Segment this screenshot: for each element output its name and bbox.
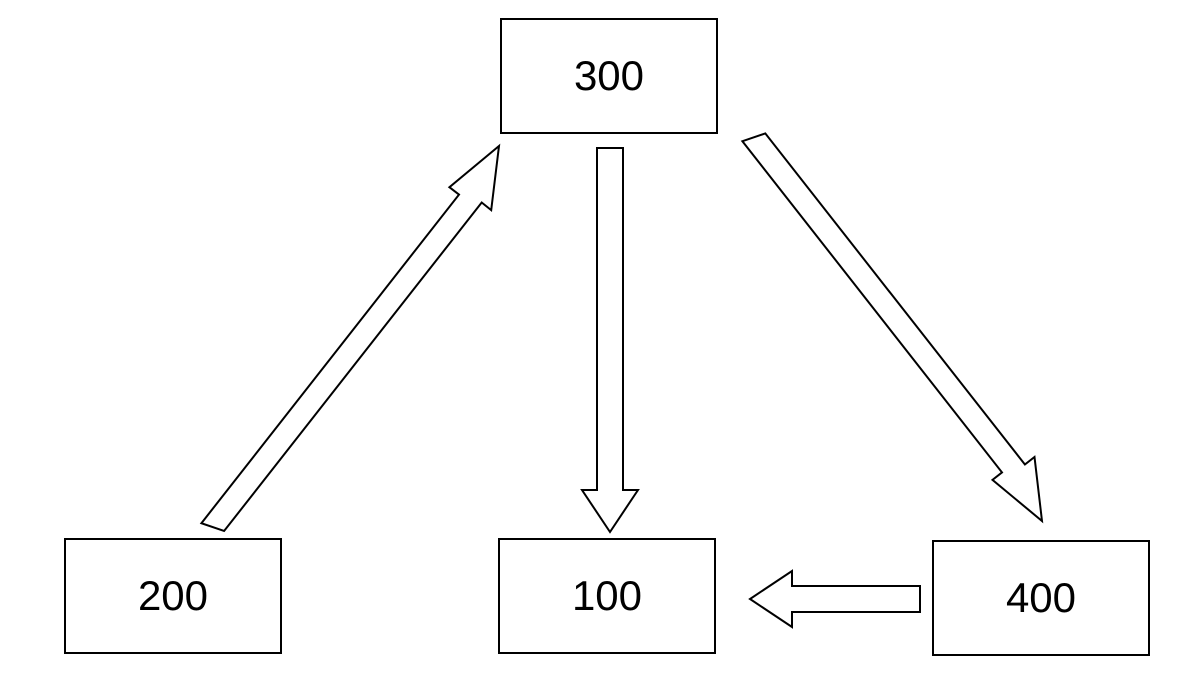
node-label: 400 xyxy=(1006,574,1076,622)
node-300: 300 xyxy=(500,18,718,134)
node-label: 300 xyxy=(574,52,644,100)
arrow-400-to-100 xyxy=(750,571,920,627)
node-label: 100 xyxy=(572,572,642,620)
node-400: 400 xyxy=(932,540,1150,656)
arrow-300-to-100 xyxy=(582,148,638,532)
node-200: 200 xyxy=(64,538,282,654)
arrow-300-to-400 xyxy=(742,133,1042,521)
node-100: 100 xyxy=(498,538,716,654)
node-label: 200 xyxy=(138,572,208,620)
arrow-200-to-300 xyxy=(201,146,499,531)
